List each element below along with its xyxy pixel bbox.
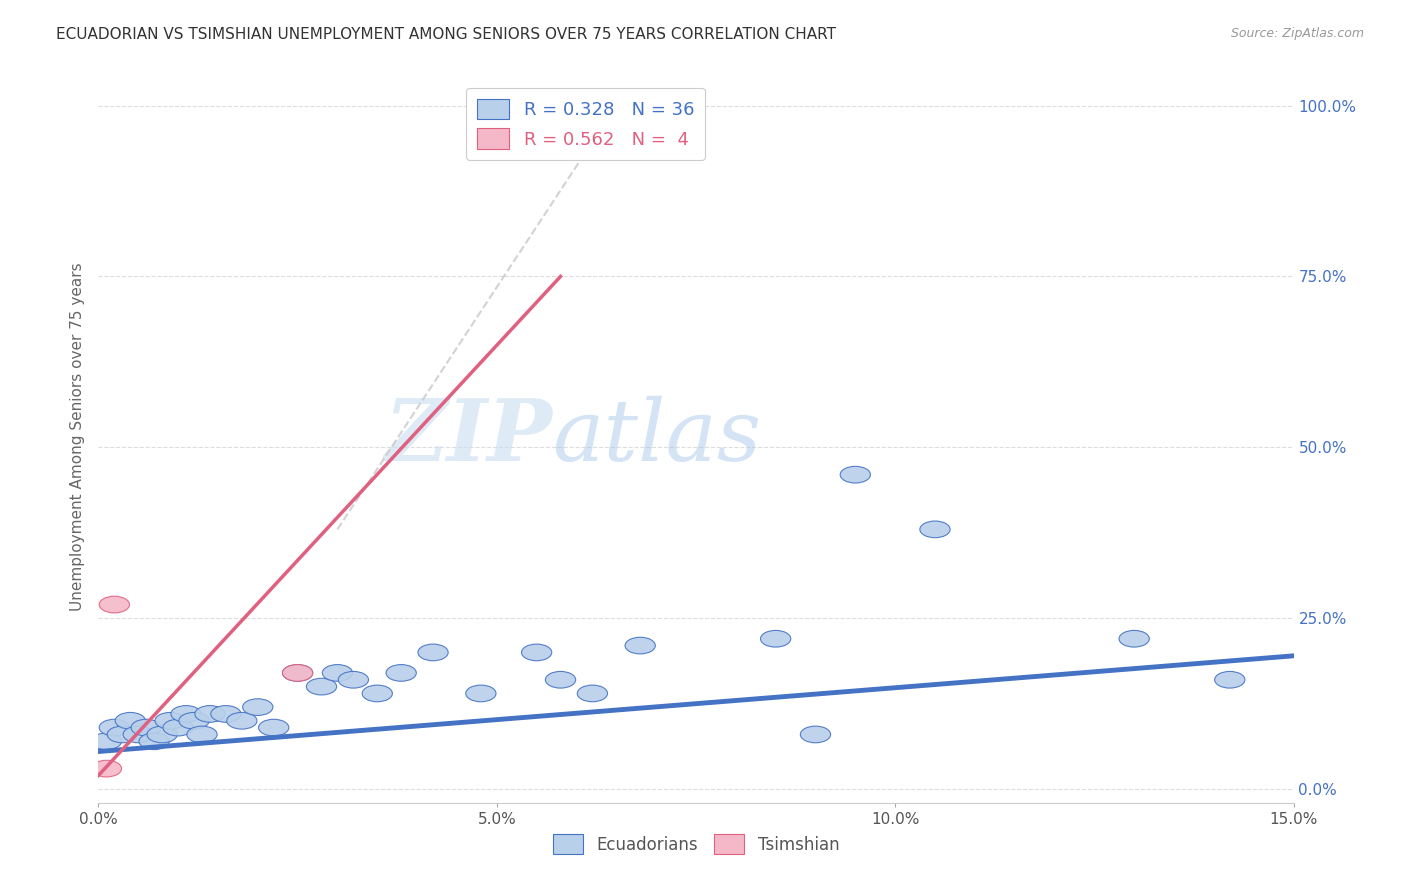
Ellipse shape — [339, 672, 368, 688]
Text: ECUADORIAN VS TSIMSHIAN UNEMPLOYMENT AMONG SENIORS OVER 75 YEARS CORRELATION CHA: ECUADORIAN VS TSIMSHIAN UNEMPLOYMENT AMO… — [56, 27, 837, 42]
Ellipse shape — [195, 706, 225, 723]
Ellipse shape — [322, 665, 353, 681]
Ellipse shape — [363, 685, 392, 702]
Y-axis label: Unemployment Among Seniors over 75 years: Unemployment Among Seniors over 75 years — [69, 263, 84, 611]
Ellipse shape — [522, 644, 551, 661]
Ellipse shape — [155, 713, 186, 729]
Ellipse shape — [243, 698, 273, 715]
Text: ZIP: ZIP — [385, 395, 553, 479]
Ellipse shape — [172, 706, 201, 723]
Ellipse shape — [187, 726, 217, 743]
Ellipse shape — [211, 706, 240, 723]
Ellipse shape — [1119, 631, 1149, 647]
Legend: Ecuadorians, Tsimshian: Ecuadorians, Tsimshian — [546, 828, 846, 860]
Ellipse shape — [1215, 672, 1244, 688]
Ellipse shape — [920, 521, 950, 538]
Ellipse shape — [465, 685, 496, 702]
Ellipse shape — [283, 665, 312, 681]
Ellipse shape — [107, 726, 138, 743]
Ellipse shape — [387, 665, 416, 681]
Ellipse shape — [91, 760, 121, 777]
Ellipse shape — [100, 719, 129, 736]
Ellipse shape — [139, 733, 169, 749]
Ellipse shape — [418, 644, 449, 661]
Ellipse shape — [100, 596, 129, 613]
Ellipse shape — [91, 733, 121, 749]
Ellipse shape — [546, 672, 575, 688]
Ellipse shape — [578, 685, 607, 702]
Ellipse shape — [283, 665, 312, 681]
Text: atlas: atlas — [553, 396, 762, 478]
Ellipse shape — [626, 637, 655, 654]
Ellipse shape — [546, 125, 575, 141]
Ellipse shape — [179, 713, 209, 729]
Ellipse shape — [226, 713, 257, 729]
Ellipse shape — [115, 713, 145, 729]
Ellipse shape — [761, 631, 790, 647]
Ellipse shape — [259, 719, 288, 736]
Ellipse shape — [148, 726, 177, 743]
Ellipse shape — [163, 719, 193, 736]
Ellipse shape — [307, 678, 336, 695]
Ellipse shape — [124, 726, 153, 743]
Ellipse shape — [841, 467, 870, 483]
Ellipse shape — [800, 726, 831, 743]
Ellipse shape — [131, 719, 162, 736]
Text: Source: ZipAtlas.com: Source: ZipAtlas.com — [1230, 27, 1364, 40]
